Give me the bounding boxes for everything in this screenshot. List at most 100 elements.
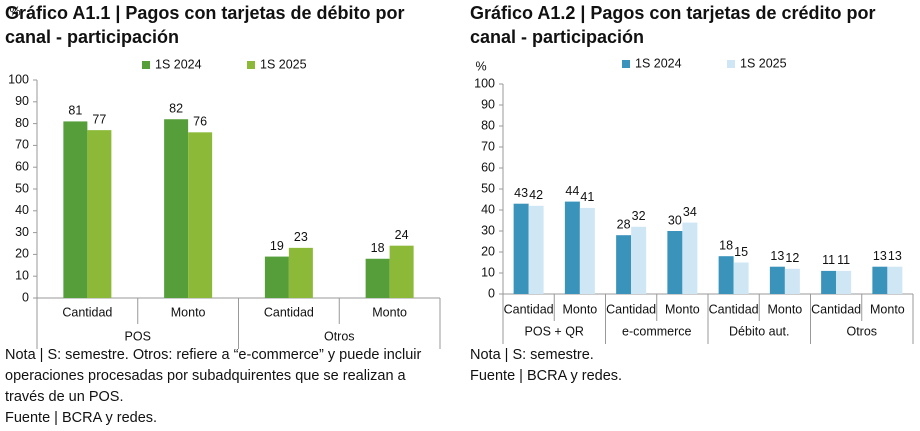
group-label: Otros (324, 329, 355, 343)
bar (616, 235, 632, 294)
data-label: 13 (770, 249, 784, 263)
legend-swatch (727, 60, 735, 68)
legend-label: 1S 2024 (635, 56, 682, 70)
data-label: 13 (888, 249, 902, 263)
bar (579, 207, 595, 294)
bar (718, 256, 734, 294)
legend-swatch (142, 61, 150, 69)
legend-swatch (247, 61, 255, 69)
bar (63, 121, 88, 298)
y-tick-label: 30 (481, 223, 495, 237)
note: Nota | S: semestre. Otros: refiere a “e-… (5, 347, 422, 405)
data-label: 12 (785, 251, 799, 265)
y-tick-label: 10 (481, 265, 495, 279)
y-tick-label: 80 (481, 118, 495, 132)
legend-swatch (622, 60, 630, 68)
data-label: 19 (270, 239, 284, 253)
y-tick-label: 100 (474, 76, 495, 90)
legend-label: 1S 2024 (155, 57, 202, 71)
x-tick-label: Cantidad (606, 302, 656, 316)
y-tick-label: 90 (15, 94, 29, 108)
y-tick-label: 0 (488, 286, 495, 300)
y-tick-label: 10 (15, 268, 29, 282)
y-tick-label: 20 (481, 244, 495, 258)
x-tick-label: Monto (372, 305, 407, 319)
data-label: 18 (371, 241, 385, 255)
data-label: 23 (294, 230, 308, 244)
data-label: 11 (822, 253, 835, 267)
bar (769, 266, 785, 294)
bar (836, 270, 852, 294)
y-tick-label: 30 (15, 225, 29, 239)
bar (887, 266, 903, 294)
bar (365, 258, 390, 298)
bar (631, 226, 647, 294)
bar (188, 132, 213, 298)
y-tick-label: 90 (481, 97, 495, 111)
data-label: 11 (837, 253, 850, 267)
bar (288, 247, 313, 298)
notes: Nota | S: semestre. Fuente | BCRA y rede… (470, 345, 910, 387)
bar (87, 130, 112, 298)
data-label: 30 (668, 213, 682, 227)
y-tick-label: 40 (481, 202, 495, 216)
y-tick-label: 70 (15, 138, 29, 152)
bar (821, 270, 837, 294)
legend-label: 1S 2025 (740, 56, 787, 70)
legend-label: 1S 2025 (260, 57, 307, 71)
y-tick-label: 20 (15, 247, 29, 261)
y-axis-label: % (475, 59, 486, 73)
y-tick-label: 50 (15, 181, 29, 195)
bar (513, 203, 529, 294)
data-label: 44 (565, 184, 579, 198)
chart-title: Gráfico A1.2 | Pagos con tarjetas de cré… (470, 3, 876, 47)
x-tick-label: Monto (665, 302, 700, 316)
bar (528, 205, 544, 294)
y-axis-label: % (9, 4, 20, 18)
data-label: 18 (719, 238, 733, 252)
data-label: 82 (169, 102, 183, 116)
note: Nota | S: semestre. (470, 347, 594, 363)
data-label: 43 (514, 186, 528, 200)
data-label: 76 (193, 115, 207, 129)
x-tick-label: Cantidad (504, 302, 554, 316)
x-tick-label: Monto (870, 302, 905, 316)
x-tick-label: Monto (563, 302, 598, 316)
x-tick-label: Cantidad (709, 302, 759, 316)
x-tick-label: Monto (768, 302, 803, 316)
data-label: 34 (683, 205, 697, 219)
bar (164, 119, 189, 299)
x-tick-label: Monto (171, 305, 206, 319)
bar (784, 268, 800, 294)
group-label: POS + QR (525, 324, 584, 338)
x-tick-label: Cantidad (62, 305, 112, 319)
bar (667, 231, 683, 294)
group-label: Débito aut. (729, 324, 789, 338)
y-tick-label: 80 (15, 116, 29, 130)
data-label: 77 (92, 112, 106, 126)
notes: Nota | S: semestre. Otros: refiere a “e-… (5, 345, 425, 429)
data-label: 32 (632, 209, 646, 223)
data-label: 13 (873, 249, 887, 263)
bar (564, 201, 580, 294)
y-tick-label: 0 (22, 290, 29, 304)
y-tick-label: 60 (481, 160, 495, 174)
chart-title: Gráfico A1.1 | Pagos con tarjetas de déb… (5, 3, 405, 47)
source: Fuente | BCRA y redes. (5, 410, 158, 426)
bar (389, 245, 414, 298)
x-tick-label: Cantidad (811, 302, 861, 316)
data-label: 81 (68, 104, 82, 118)
group-label: POS (125, 329, 151, 343)
x-tick-label: Cantidad (264, 305, 314, 319)
y-tick-label: 60 (15, 159, 29, 173)
y-tick-label: 40 (15, 203, 29, 217)
data-label: 28 (617, 217, 631, 231)
group-label: Otros (846, 324, 877, 338)
source: Fuente | BCRA y redes. (470, 368, 623, 384)
group-label: e-commerce (622, 324, 692, 338)
bar (264, 256, 289, 298)
data-label: 42 (529, 188, 543, 202)
y-tick-label: 70 (481, 139, 495, 153)
